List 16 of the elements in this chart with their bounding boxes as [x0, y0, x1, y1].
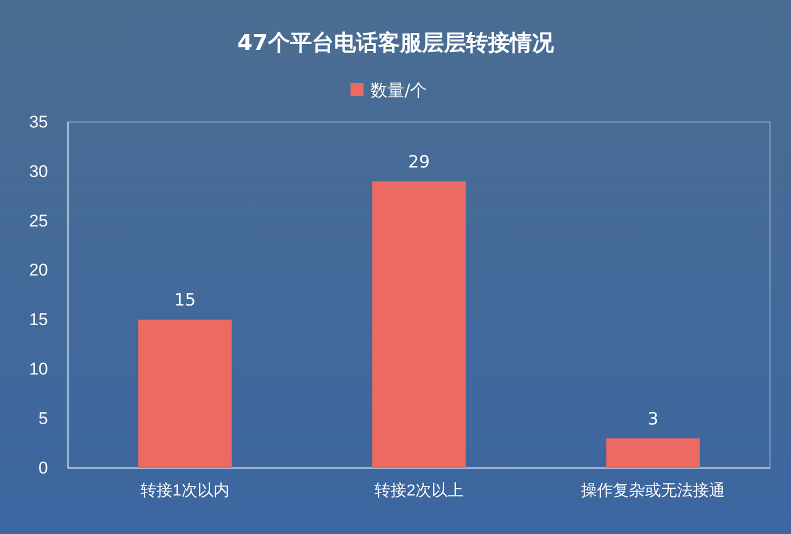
data-label: 29	[408, 152, 430, 172]
y-tick-label: 20	[29, 260, 48, 280]
y-tick-label: 35	[29, 112, 48, 132]
x-tick-label: 操作复杂或无法接通	[581, 481, 725, 500]
y-tick-label: 5	[38, 409, 48, 428]
y-tick-label: 15	[29, 310, 48, 330]
data-label: 3	[648, 409, 658, 430]
legend-label: 数量/个	[370, 81, 428, 101]
y-tick-label: 30	[29, 162, 48, 181]
y-tick-label: 25	[29, 211, 48, 230]
data-label: 15	[174, 290, 196, 311]
x-tick-label: 转接2次以上	[374, 481, 464, 500]
x-tick-label: 转接1次以内	[140, 481, 230, 500]
chart-title: 47个平台电话客服层层转接情况	[237, 30, 555, 56]
y-tick-label: 0	[38, 458, 48, 478]
y-tick-label: 10	[29, 360, 48, 379]
